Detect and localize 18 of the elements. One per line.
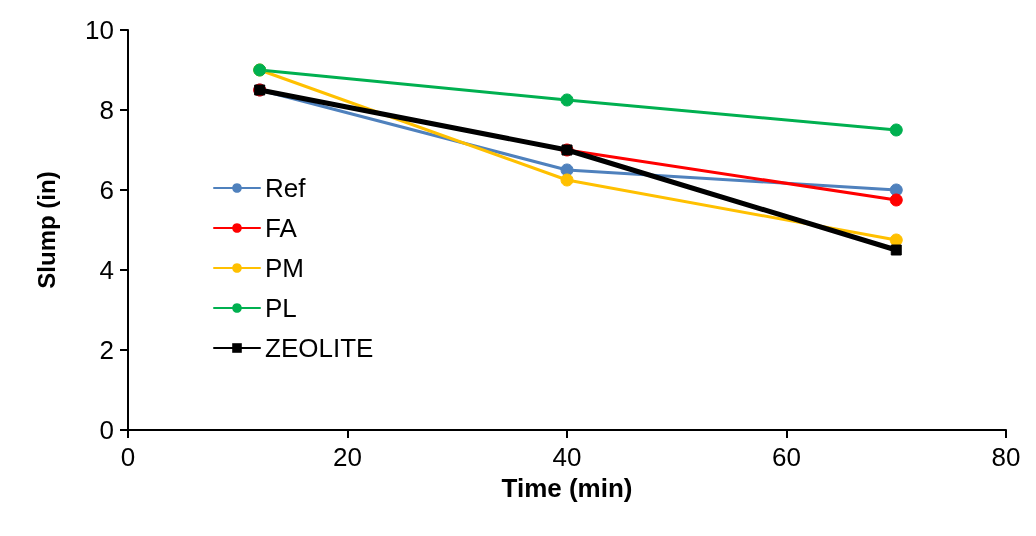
legend-label: FA	[265, 213, 298, 243]
x-tick-label: 0	[120, 442, 136, 472]
x-tick-label: 40	[552, 442, 582, 472]
y-tick-label: 0	[99, 415, 114, 445]
y-tick-label: 10	[85, 15, 114, 45]
legend-label: PL	[265, 293, 297, 323]
legend-label: Ref	[265, 173, 307, 203]
y-tick-label: 6	[99, 175, 114, 205]
x-tick-label: 80	[991, 442, 1021, 472]
y-tick-label: 4	[99, 255, 114, 285]
legend-label: ZEOLITE	[265, 333, 374, 363]
x-tick-label: 60	[772, 442, 801, 472]
x-tick-label: 20	[333, 442, 362, 472]
y-axis-title: Slump (in)	[32, 171, 60, 289]
legend-label: PM	[265, 253, 304, 283]
y-tick-label: 2	[99, 335, 114, 365]
x-axis-title: Time (min)	[501, 472, 633, 503]
y-tick-label: 8	[99, 95, 114, 125]
